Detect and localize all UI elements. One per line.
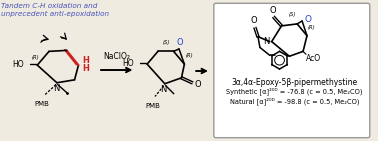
Text: O: O xyxy=(251,16,257,25)
Text: H: H xyxy=(82,64,89,73)
Text: N: N xyxy=(263,37,270,46)
Text: (S): (S) xyxy=(163,39,170,45)
Text: O: O xyxy=(177,38,183,47)
Text: PMB: PMB xyxy=(146,103,160,109)
Text: HO: HO xyxy=(12,60,23,69)
Text: Tandem C-H oxidation and
unprecedent anti-epoxidation: Tandem C-H oxidation and unprecedent ant… xyxy=(1,3,109,17)
Text: PMB: PMB xyxy=(35,101,50,107)
Text: (S): (S) xyxy=(288,12,296,17)
Text: NaClO₂: NaClO₂ xyxy=(103,52,130,61)
Text: N: N xyxy=(161,85,167,94)
Text: (R): (R) xyxy=(308,25,316,30)
Text: 3α,4α-Epoxy-5β-pipermethystine: 3α,4α-Epoxy-5β-pipermethystine xyxy=(231,78,357,87)
Text: O: O xyxy=(304,16,311,25)
Text: HO: HO xyxy=(123,59,134,68)
Text: AcO: AcO xyxy=(306,54,321,63)
Text: Natural [α]²⁰ᴰ = -98.8 (c = 0.5, Me₂CO): Natural [α]²⁰ᴰ = -98.8 (c = 0.5, Me₂CO) xyxy=(229,97,359,105)
Text: (R): (R) xyxy=(31,55,39,60)
Text: O: O xyxy=(270,6,276,15)
FancyBboxPatch shape xyxy=(214,3,370,138)
Text: N: N xyxy=(53,84,59,93)
Text: Synthetic [α]²⁰ᴰ = -76.8 (c = 0.5, Me₂CO): Synthetic [α]²⁰ᴰ = -76.8 (c = 0.5, Me₂CO… xyxy=(226,88,363,95)
Text: H: H xyxy=(82,56,89,65)
Text: O: O xyxy=(194,80,201,89)
Text: (R): (R) xyxy=(186,53,193,58)
